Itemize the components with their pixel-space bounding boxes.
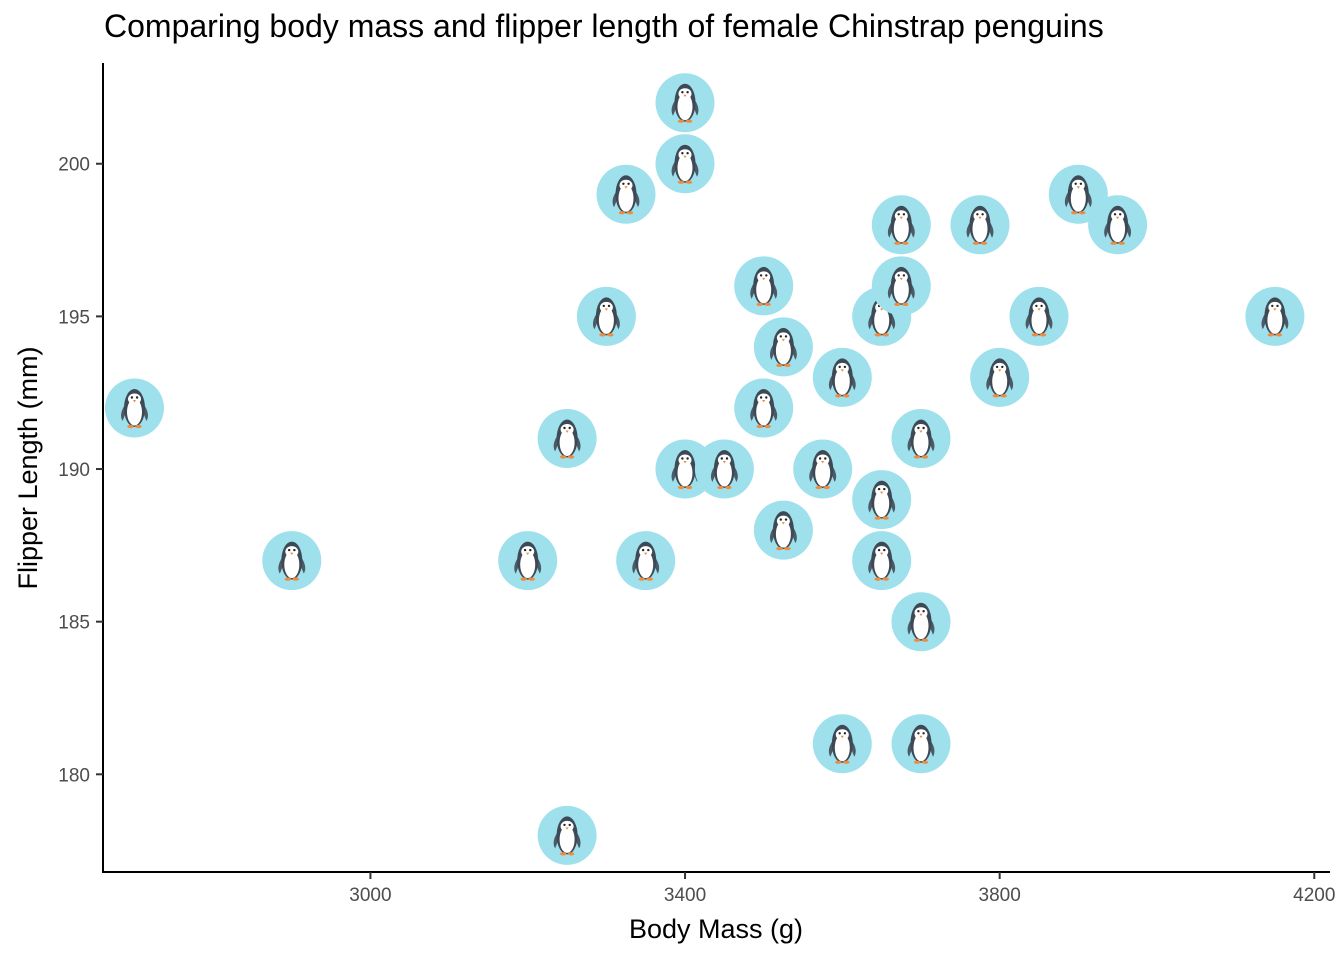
penguin-icon	[655, 134, 715, 194]
data-point	[891, 592, 951, 652]
penguin-icon	[793, 439, 853, 499]
data-point	[105, 378, 164, 438]
x-tick-label: 3400	[664, 885, 706, 906]
penguin-icon	[537, 805, 597, 865]
data-point	[694, 439, 754, 499]
y-ticks: 180 185 190 195 200	[58, 155, 103, 786]
y-tick-label: 180	[58, 765, 90, 786]
chart-title: Comparing body mass and flipper length o…	[104, 8, 1104, 44]
penguin-icon	[950, 195, 1010, 255]
penguin-icon	[734, 378, 794, 438]
data-point	[1009, 286, 1069, 346]
data-point	[655, 73, 715, 133]
data-point	[753, 500, 813, 560]
penguin-icon	[753, 500, 813, 560]
data-point	[498, 531, 558, 591]
penguin-icon	[891, 592, 951, 652]
x-tick-label: 3800	[979, 885, 1021, 906]
data-point	[970, 347, 1030, 407]
data-point	[871, 195, 931, 255]
y-axis-title: Flipper Length (mm)	[13, 346, 43, 589]
penguin-icon	[970, 347, 1030, 407]
y-tick-label: 195	[58, 307, 90, 328]
penguin-icon	[262, 531, 322, 591]
data-point	[852, 470, 912, 530]
data-point	[262, 531, 322, 591]
data-point	[812, 347, 872, 407]
penguin-icon	[1245, 286, 1305, 346]
data-point	[793, 439, 853, 499]
penguin-icon	[576, 286, 636, 346]
data-point	[871, 256, 931, 316]
data-point	[537, 409, 597, 468]
penguin-icon	[105, 378, 164, 438]
penguin-icon	[1088, 195, 1148, 255]
y-tick-label: 200	[58, 155, 90, 176]
y-tick-label: 190	[58, 460, 90, 481]
data-point	[812, 714, 872, 774]
penguin-icon	[1009, 286, 1069, 346]
penguin-icon	[498, 531, 558, 591]
data-point	[596, 164, 656, 224]
data-point	[616, 531, 676, 591]
penguin-icon	[812, 714, 872, 774]
data-point	[655, 134, 715, 194]
data-point	[576, 286, 636, 346]
penguin-icon	[616, 531, 676, 591]
data-point	[537, 805, 597, 865]
data-point	[1088, 195, 1148, 255]
penguin-icon	[871, 256, 931, 316]
points-layer	[105, 73, 1305, 865]
data-point	[891, 714, 951, 774]
data-point	[1245, 286, 1305, 346]
penguin-icon	[852, 531, 912, 591]
penguin-icon	[891, 714, 951, 774]
penguin-icon	[871, 195, 931, 255]
x-axis-title: Body Mass (g)	[629, 914, 803, 944]
penguin-icon	[537, 409, 597, 468]
data-point	[734, 378, 794, 438]
x-ticks: 3000 3400 3800 4200	[349, 872, 1335, 906]
data-point	[852, 531, 912, 591]
data-point	[950, 195, 1010, 255]
y-tick-label: 185	[58, 613, 90, 634]
penguin-icon	[812, 347, 872, 407]
data-point	[734, 256, 794, 316]
penguin-icon	[694, 439, 754, 499]
data-point	[753, 317, 813, 377]
penguin-icon	[734, 256, 794, 316]
penguin-icon	[852, 470, 912, 530]
penguin-icon	[891, 409, 951, 468]
penguin-icon	[655, 73, 715, 133]
axes-layer: 3000 3400 3800 4200 180 185 190 195 200 Body Ma…	[13, 63, 1335, 944]
penguin-icon	[753, 317, 813, 377]
data-point	[891, 409, 951, 468]
x-tick-label: 4200	[1293, 885, 1335, 906]
x-tick-label: 3000	[349, 885, 391, 906]
penguin-icon	[596, 164, 656, 224]
